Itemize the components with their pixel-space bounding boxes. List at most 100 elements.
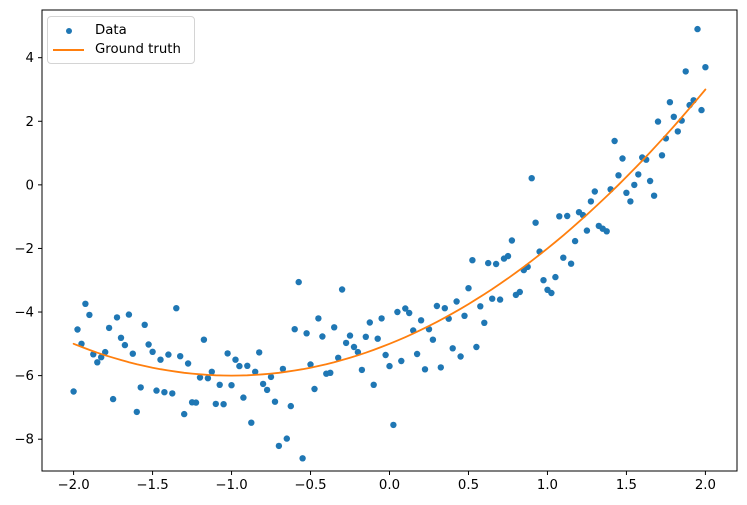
scatter-point	[224, 350, 231, 357]
scatter-point	[481, 319, 488, 326]
scatter-point	[94, 359, 101, 366]
data-marker-icon	[65, 27, 72, 34]
scatter-point	[184, 360, 192, 367]
legend: Data Ground truth	[47, 16, 195, 64]
y-tick-label: 4	[26, 51, 34, 66]
scatter-point	[338, 286, 346, 293]
scatter-point	[496, 296, 504, 303]
scatter-point	[615, 172, 622, 179]
scatter-point	[271, 398, 279, 405]
scatter-point	[161, 389, 168, 396]
scatter-point	[674, 128, 681, 135]
scatter-point	[70, 388, 77, 395]
scatter-point	[181, 410, 188, 418]
scatter-point	[109, 395, 117, 403]
y-tick-label: 0	[26, 178, 34, 193]
scatter-point	[141, 321, 148, 328]
scatter-point	[342, 339, 350, 347]
scatter-point	[378, 315, 385, 322]
scatter-point	[556, 213, 563, 220]
scatter-point	[267, 373, 275, 381]
scatter-point	[658, 152, 666, 159]
scatter-point	[275, 442, 283, 450]
scatter-point	[283, 435, 290, 442]
legend-label-ground-truth: Ground truth	[95, 42, 181, 57]
axes-frame	[41, 9, 738, 472]
scatter-point	[259, 380, 267, 388]
x-tick-label: −1.5	[136, 478, 168, 493]
y-tick-label: 2	[26, 115, 34, 130]
scatter-point	[74, 326, 81, 333]
scatter-point	[477, 303, 484, 310]
scatter-point	[252, 368, 259, 375]
scatter-point	[86, 311, 93, 319]
scatter-point	[587, 198, 595, 205]
scatter-point	[694, 25, 701, 33]
scatter-point	[402, 305, 409, 312]
ground-truth-curve	[72, 88, 707, 377]
scatter-point	[548, 289, 555, 297]
scatter-point	[102, 348, 109, 356]
scatter-point	[504, 252, 512, 260]
scatter-point	[244, 362, 251, 369]
scatter-point	[449, 345, 456, 352]
x-tick-label: 0.0	[379, 478, 400, 493]
scatter-point	[374, 335, 381, 342]
scatter-point	[240, 394, 247, 401]
scatter-point	[232, 356, 239, 363]
scatter-point	[394, 308, 401, 316]
scatter-point	[354, 348, 362, 356]
scatter-point	[682, 68, 689, 75]
x-tick-label: 1.0	[537, 478, 558, 493]
scatter-point	[105, 324, 113, 332]
scatter-point	[516, 288, 523, 296]
scatter-point	[153, 387, 160, 394]
x-tick-label: −2.0	[57, 478, 89, 493]
legend-item-ground-truth: Ground truth	[53, 40, 184, 59]
scatter-point	[350, 343, 358, 351]
scatter-point	[256, 349, 263, 356]
scatter-point	[619, 155, 626, 162]
scatter-point	[291, 326, 298, 333]
x-tick-label: 0.5	[458, 478, 479, 493]
scatter-point	[303, 330, 310, 337]
scatter-point	[133, 408, 140, 416]
y-tick-label: −6	[14, 369, 34, 384]
scatter-point	[216, 381, 223, 388]
scatter-point	[670, 113, 677, 121]
legend-label-data: Data	[95, 23, 127, 38]
scatter-point	[623, 189, 630, 196]
x-tick-label: −0.5	[294, 478, 326, 493]
scatter-point	[279, 365, 287, 373]
scatter-point	[413, 350, 421, 358]
scatter-point	[121, 341, 129, 349]
scatter-point	[564, 212, 571, 220]
scatter-point	[236, 362, 243, 370]
scatter-point	[532, 219, 539, 226]
scatter-point	[228, 382, 235, 389]
scatter-point	[666, 99, 674, 106]
scatter-point	[453, 298, 460, 305]
scatter-point	[406, 309, 413, 317]
scatter-point	[177, 353, 184, 360]
scatter-point	[362, 333, 369, 340]
scatter-point	[346, 332, 354, 339]
scatter-point	[173, 305, 180, 312]
scatter-point	[263, 386, 271, 394]
scatter-point	[421, 366, 429, 373]
scatter-point	[583, 227, 591, 234]
scatter-point	[457, 353, 464, 360]
scatter-point	[358, 366, 366, 374]
scatter-point	[295, 278, 302, 286]
x-tick-label: −1.0	[215, 478, 247, 493]
scatter-point	[319, 333, 326, 340]
scatter-point	[165, 351, 172, 358]
scatter-point	[433, 302, 441, 310]
scatter-point	[366, 319, 373, 326]
scatter-point	[571, 237, 579, 245]
scatter-point	[157, 356, 164, 363]
scatter-point	[469, 257, 476, 264]
scatter-point	[331, 324, 338, 331]
